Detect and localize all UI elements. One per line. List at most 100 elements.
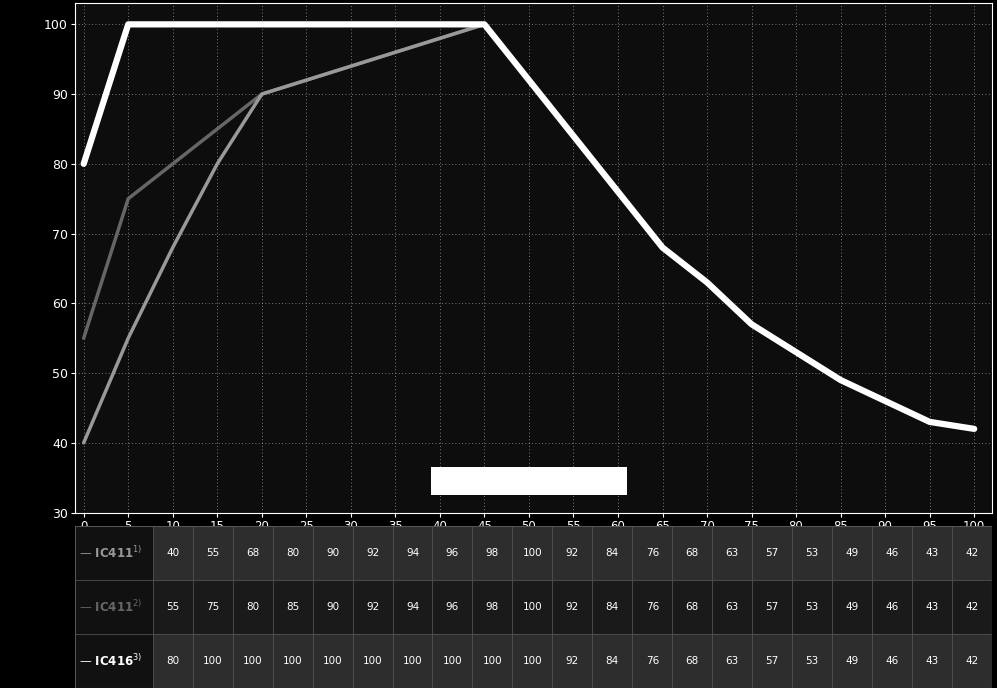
Bar [75,526,153,580]
Bar [473,634,512,688]
Bar [192,634,232,688]
Text: 100: 100 [283,656,302,666]
Bar [552,634,592,688]
Text: 49: 49 [845,656,858,666]
Text: 76: 76 [646,548,659,558]
Text: 80: 80 [166,656,179,666]
Bar [712,526,752,580]
Text: 96: 96 [446,548,459,558]
Bar [512,526,552,580]
Text: 43: 43 [925,656,939,666]
Bar [232,634,272,688]
Text: 100: 100 [403,656,423,666]
Bar [592,634,632,688]
Text: 43: 43 [925,602,939,612]
Text: 57: 57 [766,602,779,612]
Bar [393,634,433,688]
Bar [153,526,192,580]
Text: 49: 49 [845,548,858,558]
Bar [552,580,592,634]
Text: 46: 46 [885,602,898,612]
Bar [473,526,512,580]
Bar [313,526,353,580]
Text: 68: 68 [246,548,259,558]
Bar [952,634,992,688]
Bar [153,634,192,688]
Bar [232,580,272,634]
Text: 92: 92 [565,656,579,666]
Bar [832,580,872,634]
Text: 96: 96 [446,602,459,612]
Text: 76: 76 [646,602,659,612]
Text: 100: 100 [363,656,383,666]
Bar [393,526,433,580]
Bar [353,580,393,634]
Bar [672,580,712,634]
Text: 68: 68 [686,602,699,612]
Text: 46: 46 [885,548,898,558]
Bar [433,526,473,580]
Text: 100: 100 [443,656,463,666]
Text: — IC411$^{1)}$: — IC411$^{1)}$ [79,546,142,561]
Bar [712,580,752,634]
Bar [632,526,672,580]
Text: 42: 42 [965,548,979,558]
Text: 100: 100 [522,602,542,612]
Text: 53: 53 [806,548,819,558]
Text: 43: 43 [925,548,939,558]
Bar [752,634,793,688]
Bar [192,580,232,634]
Text: 53: 53 [806,656,819,666]
Bar [313,634,353,688]
Bar [393,580,433,634]
Bar [592,526,632,580]
Text: 80: 80 [286,548,299,558]
Text: 90: 90 [326,548,339,558]
Bar [912,580,952,634]
Bar [272,634,313,688]
Text: 49: 49 [845,602,858,612]
Bar [232,526,272,580]
Text: 92: 92 [565,602,579,612]
Text: 63: 63 [726,656,739,666]
Bar [512,634,552,688]
Bar [473,580,512,634]
Text: 100: 100 [243,656,262,666]
Text: 90: 90 [326,602,339,612]
Text: 100: 100 [522,656,542,666]
Bar [632,634,672,688]
Text: 100: 100 [323,656,342,666]
Text: 68: 68 [686,548,699,558]
Text: 98: 98 [486,548,499,558]
Bar [832,526,872,580]
Bar [793,526,832,580]
Text: 100: 100 [483,656,502,666]
Text: 42: 42 [965,602,979,612]
Text: 92: 92 [565,548,579,558]
Bar [872,580,912,634]
Bar [592,580,632,634]
Text: 55: 55 [206,548,219,558]
Text: 92: 92 [366,548,379,558]
Text: 57: 57 [766,656,779,666]
Bar [552,526,592,580]
Text: 92: 92 [366,602,379,612]
Text: 84: 84 [606,548,619,558]
Text: 84: 84 [606,602,619,612]
Bar [872,634,912,688]
Bar [912,526,952,580]
Bar [793,580,832,634]
Text: 80: 80 [246,602,259,612]
Text: 94: 94 [406,548,419,558]
Text: 100: 100 [202,656,222,666]
Bar [793,634,832,688]
Bar [672,526,712,580]
Bar [272,526,313,580]
Text: 100: 100 [522,548,542,558]
Bar [192,526,232,580]
Text: 85: 85 [286,602,299,612]
Bar [712,634,752,688]
Bar [832,634,872,688]
Bar [952,526,992,580]
Text: 76: 76 [646,656,659,666]
